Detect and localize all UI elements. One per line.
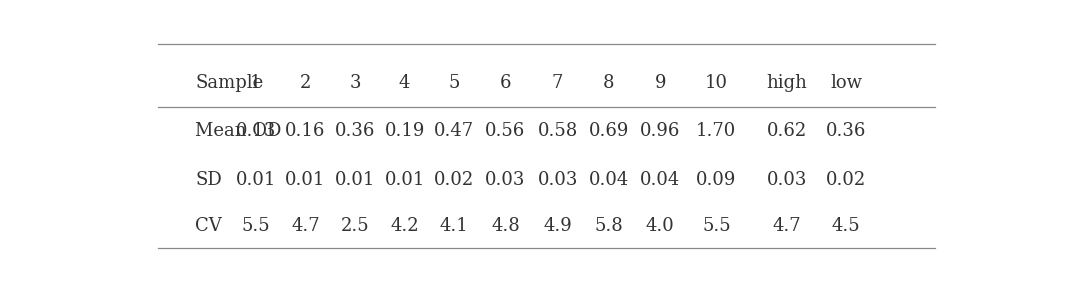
Text: 4.2: 4.2 <box>391 217 419 235</box>
Text: 4.7: 4.7 <box>291 217 320 235</box>
Text: 2.5: 2.5 <box>340 217 369 235</box>
Text: Mean OD: Mean OD <box>195 122 282 140</box>
Text: 5.5: 5.5 <box>241 217 270 235</box>
Text: 7: 7 <box>552 74 563 92</box>
Text: 0.58: 0.58 <box>538 122 577 140</box>
Text: 4.5: 4.5 <box>832 217 860 235</box>
Text: low: low <box>830 74 862 92</box>
Text: 4.0: 4.0 <box>646 217 674 235</box>
Text: 0.47: 0.47 <box>434 122 475 140</box>
Text: 0.09: 0.09 <box>696 171 736 189</box>
Text: 0.04: 0.04 <box>589 171 628 189</box>
Text: 0.03: 0.03 <box>766 171 807 189</box>
Text: 4: 4 <box>399 74 411 92</box>
Text: CV: CV <box>195 217 222 235</box>
Text: 8: 8 <box>603 74 615 92</box>
Text: 1.70: 1.70 <box>697 122 736 140</box>
Text: 0.19: 0.19 <box>384 122 425 140</box>
Text: 0.62: 0.62 <box>766 122 807 140</box>
Text: Sample: Sample <box>195 74 264 92</box>
Text: SD: SD <box>195 171 222 189</box>
Text: 4.7: 4.7 <box>773 217 801 235</box>
Text: 0.69: 0.69 <box>589 122 630 140</box>
Text: 5.5: 5.5 <box>702 217 731 235</box>
Text: 0.01: 0.01 <box>285 171 325 189</box>
Text: 2: 2 <box>300 74 312 92</box>
Text: 5.8: 5.8 <box>594 217 623 235</box>
Text: 0.04: 0.04 <box>640 171 681 189</box>
Text: 0.16: 0.16 <box>285 122 325 140</box>
Text: 9: 9 <box>654 74 666 92</box>
Text: 0.13: 0.13 <box>236 122 276 140</box>
Text: 0.02: 0.02 <box>826 171 866 189</box>
Text: 5: 5 <box>448 74 460 92</box>
Text: 0.36: 0.36 <box>826 122 866 140</box>
Text: 4.9: 4.9 <box>543 217 572 235</box>
Text: 0.56: 0.56 <box>485 122 526 140</box>
Text: 0.01: 0.01 <box>384 171 425 189</box>
Text: 4.1: 4.1 <box>440 217 468 235</box>
Text: 0.03: 0.03 <box>538 171 577 189</box>
Text: 0.03: 0.03 <box>485 171 526 189</box>
Text: 3: 3 <box>349 74 361 92</box>
Text: 4.8: 4.8 <box>491 217 520 235</box>
Text: 0.01: 0.01 <box>236 171 276 189</box>
Text: 1: 1 <box>250 74 261 92</box>
Text: 0.01: 0.01 <box>335 171 376 189</box>
Text: high: high <box>766 74 807 92</box>
Text: 6: 6 <box>499 74 511 92</box>
Text: 10: 10 <box>705 74 728 92</box>
Text: 0.36: 0.36 <box>335 122 376 140</box>
Text: 0.96: 0.96 <box>640 122 681 140</box>
Text: 0.02: 0.02 <box>434 171 475 189</box>
